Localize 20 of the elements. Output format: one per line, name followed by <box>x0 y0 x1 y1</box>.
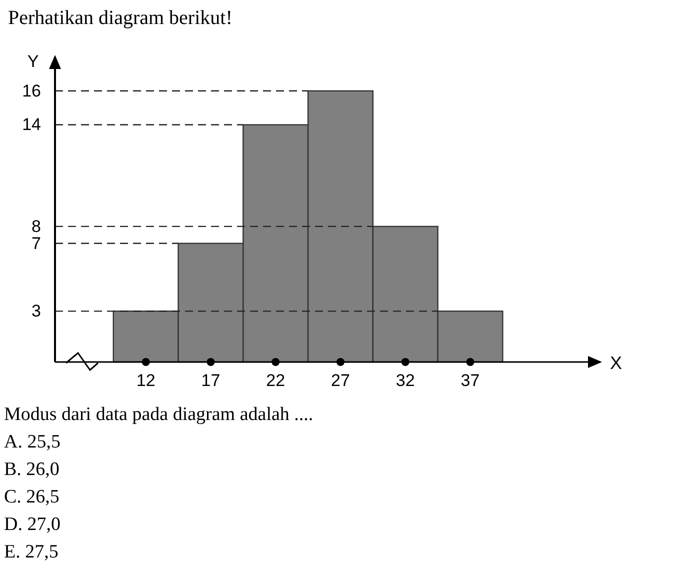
x-tick-label: 37 <box>460 371 480 390</box>
text: A. 25,5 <box>4 432 60 452</box>
text: Modus dari data pada diagram adalah .... <box>4 404 314 425</box>
chart-title: Perhatikan diagram berikut! <box>8 7 232 29</box>
y-tick-label: 16 <box>22 81 41 100</box>
y-tick-label: 7 <box>32 234 41 253</box>
y-tick-label: 8 <box>32 216 41 236</box>
text: D. 27,0 <box>4 514 60 535</box>
x-tick-label: 27 <box>331 371 350 390</box>
x-tick-label: 17 <box>201 371 220 390</box>
x-tick-label: 32 <box>396 371 415 390</box>
text: C. 26,5 <box>4 486 60 508</box>
x-tick-label: 22 <box>266 371 286 390</box>
y-tick-label: 14 <box>22 115 41 134</box>
x-tick-label: 12 <box>136 371 156 390</box>
text: E. 27,5 <box>4 542 58 562</box>
text: B. 26,0 <box>4 459 60 480</box>
y-tick-label: 3 <box>32 302 41 321</box>
y-axis-title: Y <box>27 52 39 71</box>
x-axis-title: X <box>610 353 622 373</box>
